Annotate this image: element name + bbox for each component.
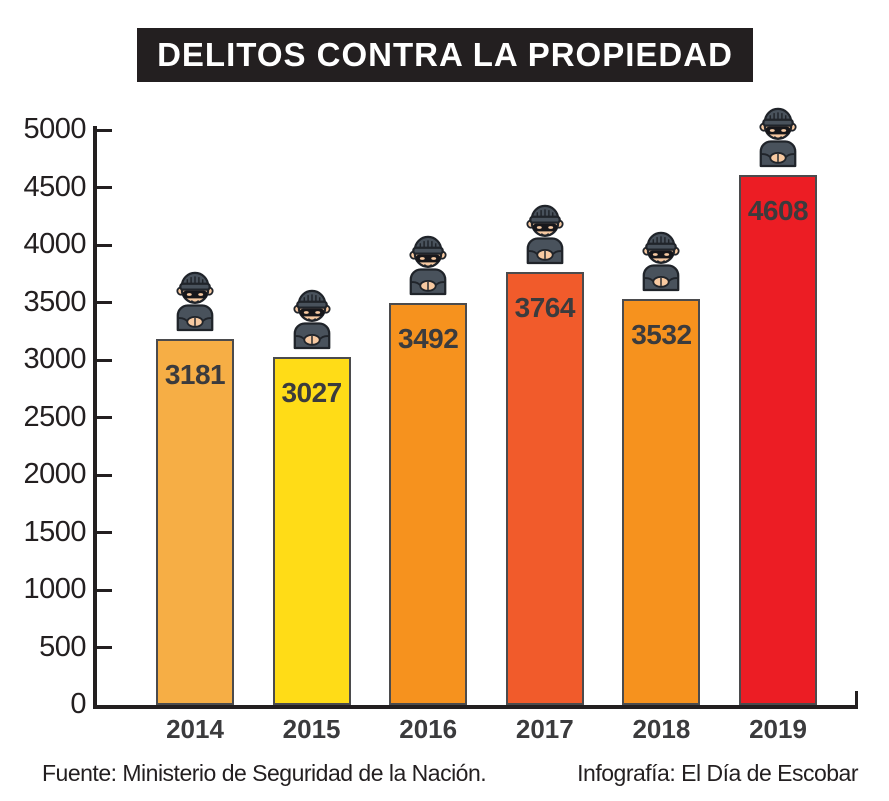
x-axis-label-2015: 2015 (282, 714, 341, 744)
y-tick-label: 2500 (23, 400, 86, 433)
chart-title-banner: DELITOS CONTRA LA PROPIEDAD (137, 28, 753, 82)
y-axis-line (93, 126, 97, 709)
x-axis-label-2014: 2014 (166, 714, 224, 744)
burglar-icon-wrap (166, 268, 224, 334)
x-axis-label-2018: 2018 (632, 714, 691, 744)
y-tick-label: 0 (70, 688, 86, 720)
burglar-icon (759, 107, 797, 168)
bar-value-label: 3532 (631, 318, 692, 350)
y-tick-mark (97, 186, 112, 189)
y-tick-label: 1000 (23, 573, 86, 605)
y-tick-mark (97, 588, 112, 592)
y-tick-label: 4500 (23, 170, 86, 203)
y-tick-label: 3000 (23, 343, 86, 375)
bar-2019: 4608 (739, 175, 817, 705)
burglar-icon (642, 231, 680, 291)
y-tick-label: 1500 (23, 515, 86, 548)
y-tick-mark (97, 473, 112, 477)
bar-2015: 3027 (272, 356, 351, 705)
burglar-icon (176, 271, 214, 332)
bar-2014: 3181 (156, 339, 234, 705)
burglar-icon (409, 236, 447, 296)
y-tick-label: 2000 (23, 458, 86, 490)
burglar-icon (293, 289, 331, 350)
burglar-icon-wrap (399, 232, 457, 298)
bar-2016: 3492 (389, 303, 468, 705)
y-tick-label: 500 (39, 630, 86, 663)
source-text: Fuente: Ministerio de Seguridad de la Na… (42, 760, 487, 786)
x-axis-label-2019: 2019 (749, 714, 807, 744)
y-tick-mark (97, 243, 112, 247)
bar-value-label: 3181 (164, 359, 226, 391)
y-tick-label: 3500 (23, 285, 86, 318)
y-tick-mark (97, 301, 112, 304)
burglar-icon-wrap (283, 286, 341, 352)
y-tick-label: 5000 (23, 113, 86, 145)
bar-value-label: 3764 (514, 292, 576, 324)
burglar-icon-wrap (749, 104, 807, 170)
bar-2017: 3764 (505, 272, 584, 705)
y-tick-mark (97, 358, 112, 362)
x-axis-end-tick (855, 691, 858, 705)
x-axis-label-2016: 2016 (399, 714, 458, 744)
burglar-icon (526, 204, 564, 265)
y-tick-mark (97, 531, 112, 534)
y-tick-label: 4000 (23, 228, 86, 260)
bar-value-label: 4608 (747, 195, 809, 227)
bar-value-label: 3492 (398, 323, 459, 355)
bar-value-label: 3027 (281, 376, 342, 408)
credit-text: Infografía: El Día de Escobar (577, 760, 858, 786)
x-axis-line (93, 705, 858, 709)
y-tick-mark (97, 646, 112, 649)
chart-title: DELITOS CONTRA LA PROPIEDAD (157, 36, 733, 73)
burglar-icon-wrap (632, 228, 690, 294)
x-axis-label-2017: 2017 (515, 714, 574, 744)
y-tick-mark (97, 416, 112, 419)
y-tick-mark (97, 128, 112, 132)
bar-2018: 3532 (622, 298, 701, 705)
burglar-icon-wrap (516, 201, 574, 267)
